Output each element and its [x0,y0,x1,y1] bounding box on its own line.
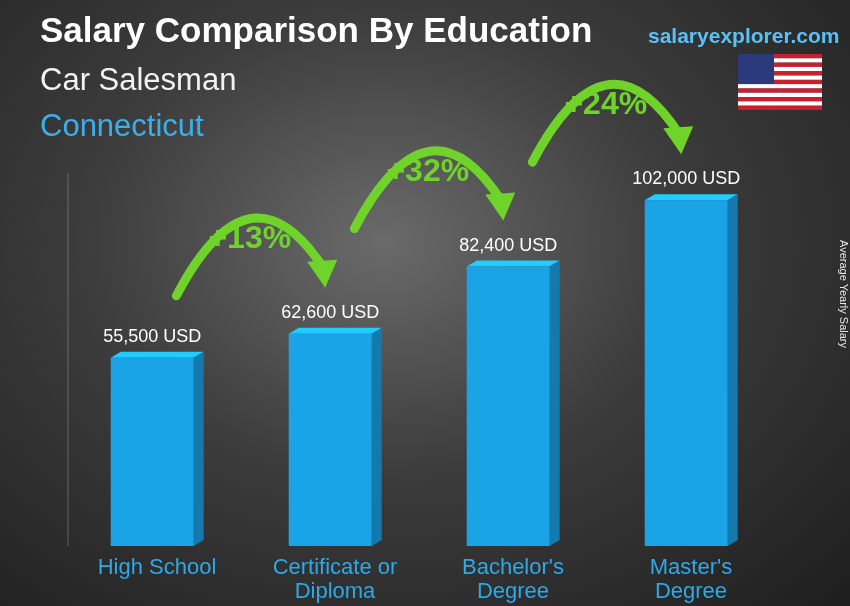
svg-text:62,600 USD: 62,600 USD [281,302,379,322]
svg-text:High School: High School [98,554,217,579]
svg-text:Master's: Master's [650,554,732,579]
svg-text:Average Yearly Salary: Average Yearly Salary [838,240,842,349]
svg-text:82,400 USD: 82,400 USD [459,235,557,255]
svg-text:Diploma: Diploma [295,578,376,603]
svg-text:Degree: Degree [655,578,727,603]
html-text:Salary Comparison By Education: Salary Comparison By Education [40,10,593,49]
html-text:Connecticut: Connecticut [40,108,204,143]
svg-text:Degree: Degree [477,578,549,603]
svg-text:+13%: +13% [208,219,291,255]
svg-text:102,000 USD: 102,000 USD [632,168,740,188]
svg-text:Bachelor's: Bachelor's [462,554,564,579]
html-text:salaryexplorer.com: salaryexplorer.com [648,24,840,47]
html-text:Car Salesman: Car Salesman [40,62,237,97]
svg-text:+32%: +32% [386,152,469,188]
svg-text:+24%: +24% [564,85,647,121]
svg-text:55,500 USD: 55,500 USD [103,326,201,346]
svg-text:Certificate or: Certificate or [273,554,398,579]
